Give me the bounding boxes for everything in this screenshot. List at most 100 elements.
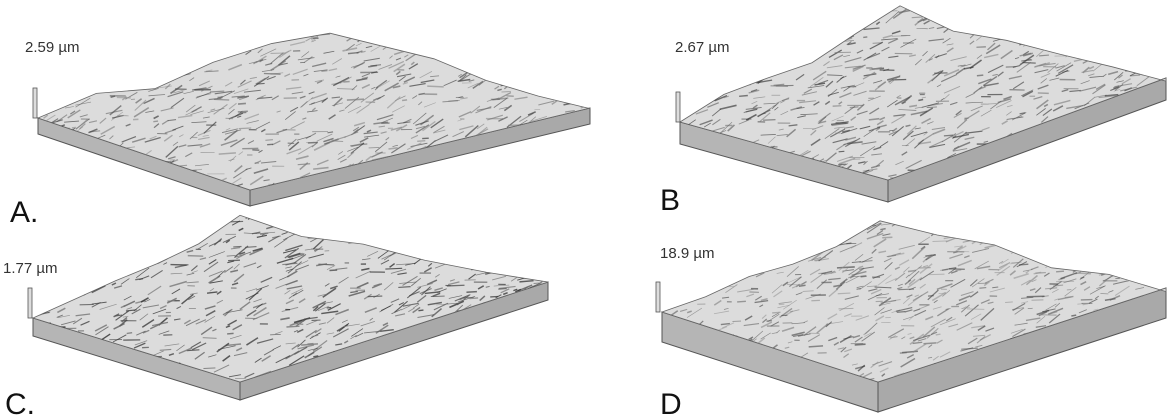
- texture-stroke: [49, 93, 62, 98]
- texture-stroke: [67, 218, 81, 227]
- texture-stroke: [705, 57, 716, 60]
- texture-stroke: [824, 32, 836, 34]
- texture-stroke: [1146, 358, 1163, 360]
- texture-stroke: [264, 74, 281, 75]
- texture-stroke: [144, 50, 150, 51]
- texture-stroke: [687, 91, 696, 99]
- texture-stroke: [775, 31, 790, 35]
- texture-stroke: [299, 220, 308, 223]
- texture-stroke: [775, 232, 785, 236]
- texture-stroke: [291, 30, 301, 39]
- texture-stroke: [1124, 224, 1133, 226]
- texture-stroke: [78, 253, 91, 255]
- texture-stroke: [486, 56, 502, 63]
- texture-stroke: [1076, 142, 1080, 144]
- texture-stroke: [500, 147, 513, 151]
- texture-stroke: [1116, 350, 1122, 351]
- texture-stroke: [413, 363, 417, 365]
- texture-stroke: [729, 39, 737, 43]
- texture-stroke: [544, 325, 562, 328]
- texture-stroke: [701, 363, 715, 364]
- texture-stroke: [796, 242, 804, 248]
- texture-stroke: [257, 83, 265, 84]
- texture-stroke: [692, 286, 698, 289]
- texture-stroke: [116, 164, 122, 167]
- texture-stroke: [348, 53, 359, 54]
- texture-stroke: [842, 15, 851, 22]
- texture-stroke: [1088, 269, 1091, 272]
- texture-stroke: [872, 3, 879, 8]
- texture-stroke: [450, 246, 456, 251]
- texture-stroke: [133, 63, 150, 66]
- texture-stroke: [1047, 231, 1054, 237]
- texture-stroke: [467, 364, 476, 368]
- texture-stroke: [556, 80, 569, 82]
- texture-stroke: [574, 55, 585, 58]
- texture-stroke: [680, 301, 684, 304]
- texture-stroke: [682, 270, 697, 276]
- texture-stroke: [803, 7, 819, 14]
- texture-stroke: [1130, 272, 1139, 276]
- texture-stroke: [1141, 252, 1151, 254]
- texture-stroke: [453, 160, 460, 164]
- texture-stroke: [549, 28, 563, 37]
- texture-stroke: [488, 244, 505, 248]
- texture-stroke: [743, 237, 757, 243]
- panel-label: B: [660, 184, 680, 217]
- panel-label: A.: [10, 196, 38, 229]
- texture-stroke: [516, 231, 524, 233]
- texture-stroke: [927, 107, 937, 108]
- texture-stroke: [108, 42, 125, 45]
- texture-stroke: [1027, 375, 1040, 380]
- texture-stroke: [125, 79, 130, 80]
- texture-stroke: [512, 55, 523, 63]
- texture-stroke: [878, 14, 885, 15]
- texture-stroke: [1149, 267, 1165, 268]
- texture-stroke: [66, 235, 76, 238]
- texture-stroke: [428, 362, 432, 364]
- texture-stroke: [716, 238, 723, 243]
- texture-stroke: [490, 318, 499, 324]
- texture-stroke: [59, 258, 66, 260]
- texture-stroke: [681, 222, 691, 228]
- texture-stroke: [78, 238, 83, 242]
- texture-stroke: [733, 251, 740, 252]
- texture-stroke: [746, 7, 756, 15]
- texture-stroke: [520, 178, 532, 181]
- texture-stroke: [501, 65, 514, 69]
- surface-plot: [33, 26, 603, 206]
- texture-stroke: [715, 170, 728, 179]
- texture-stroke: [195, 216, 210, 218]
- texture-stroke: [732, 262, 737, 263]
- texture-stroke: [535, 56, 547, 65]
- texture-stroke: [545, 213, 556, 219]
- texture-stroke: [201, 46, 206, 47]
- texture-stroke: [89, 65, 98, 67]
- texture-stroke: [527, 159, 544, 162]
- texture-stroke: [513, 248, 528, 249]
- texture-stroke: [568, 153, 578, 155]
- texture-stroke: [75, 86, 85, 89]
- texture-stroke: [585, 63, 598, 72]
- texture-stroke: [740, 37, 748, 40]
- texture-stroke: [181, 226, 197, 234]
- texture-stroke: [973, 178, 986, 179]
- texture-stroke: [1019, 264, 1028, 265]
- texture-stroke: [49, 85, 63, 95]
- texture-stroke: [1137, 249, 1142, 252]
- texture-stroke: [1056, 32, 1060, 34]
- texture-stroke: [40, 160, 48, 165]
- texture-stroke: [981, 3, 990, 6]
- texture-stroke: [207, 33, 220, 38]
- texture-stroke: [532, 67, 547, 68]
- texture-stroke: [64, 146, 71, 151]
- texture-stroke: [1150, 281, 1164, 286]
- texture-stroke: [675, 356, 682, 359]
- texture-stroke: [206, 54, 212, 55]
- texture-stroke: [836, 223, 842, 225]
- texture-stroke: [743, 55, 749, 57]
- texture-stroke: [955, 270, 961, 271]
- texture-stroke: [727, 161, 733, 162]
- texture-stroke: [1115, 217, 1124, 225]
- texture-stroke: [1139, 242, 1153, 243]
